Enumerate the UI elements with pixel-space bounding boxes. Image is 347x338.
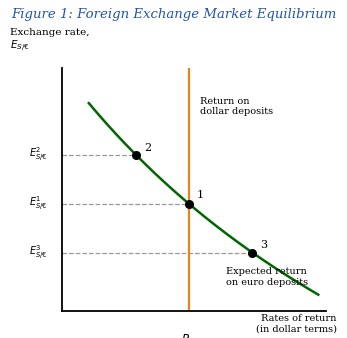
Text: $E^2_{S/€}$: $E^2_{S/€}$ xyxy=(29,146,48,164)
Text: 3: 3 xyxy=(260,240,268,250)
Text: Figure 1: Foreign Exchange Market Equilibrium: Figure 1: Foreign Exchange Market Equili… xyxy=(11,8,336,21)
Text: 1: 1 xyxy=(197,190,204,200)
Text: $R_S$: $R_S$ xyxy=(181,333,197,338)
Text: $E_{S/€}$: $E_{S/€}$ xyxy=(10,39,30,54)
Text: $E^1_{S/€}$: $E^1_{S/€}$ xyxy=(29,195,48,213)
Text: Exchange rate,: Exchange rate, xyxy=(10,28,90,37)
Text: Expected return
on euro deposits: Expected return on euro deposits xyxy=(226,267,308,287)
Text: $E^3_{S/€}$: $E^3_{S/€}$ xyxy=(29,243,48,262)
Text: Return on
dollar deposits: Return on dollar deposits xyxy=(200,97,273,116)
Text: 2: 2 xyxy=(144,143,151,153)
Text: Rates of return
(in dollar terms): Rates of return (in dollar terms) xyxy=(256,314,337,334)
